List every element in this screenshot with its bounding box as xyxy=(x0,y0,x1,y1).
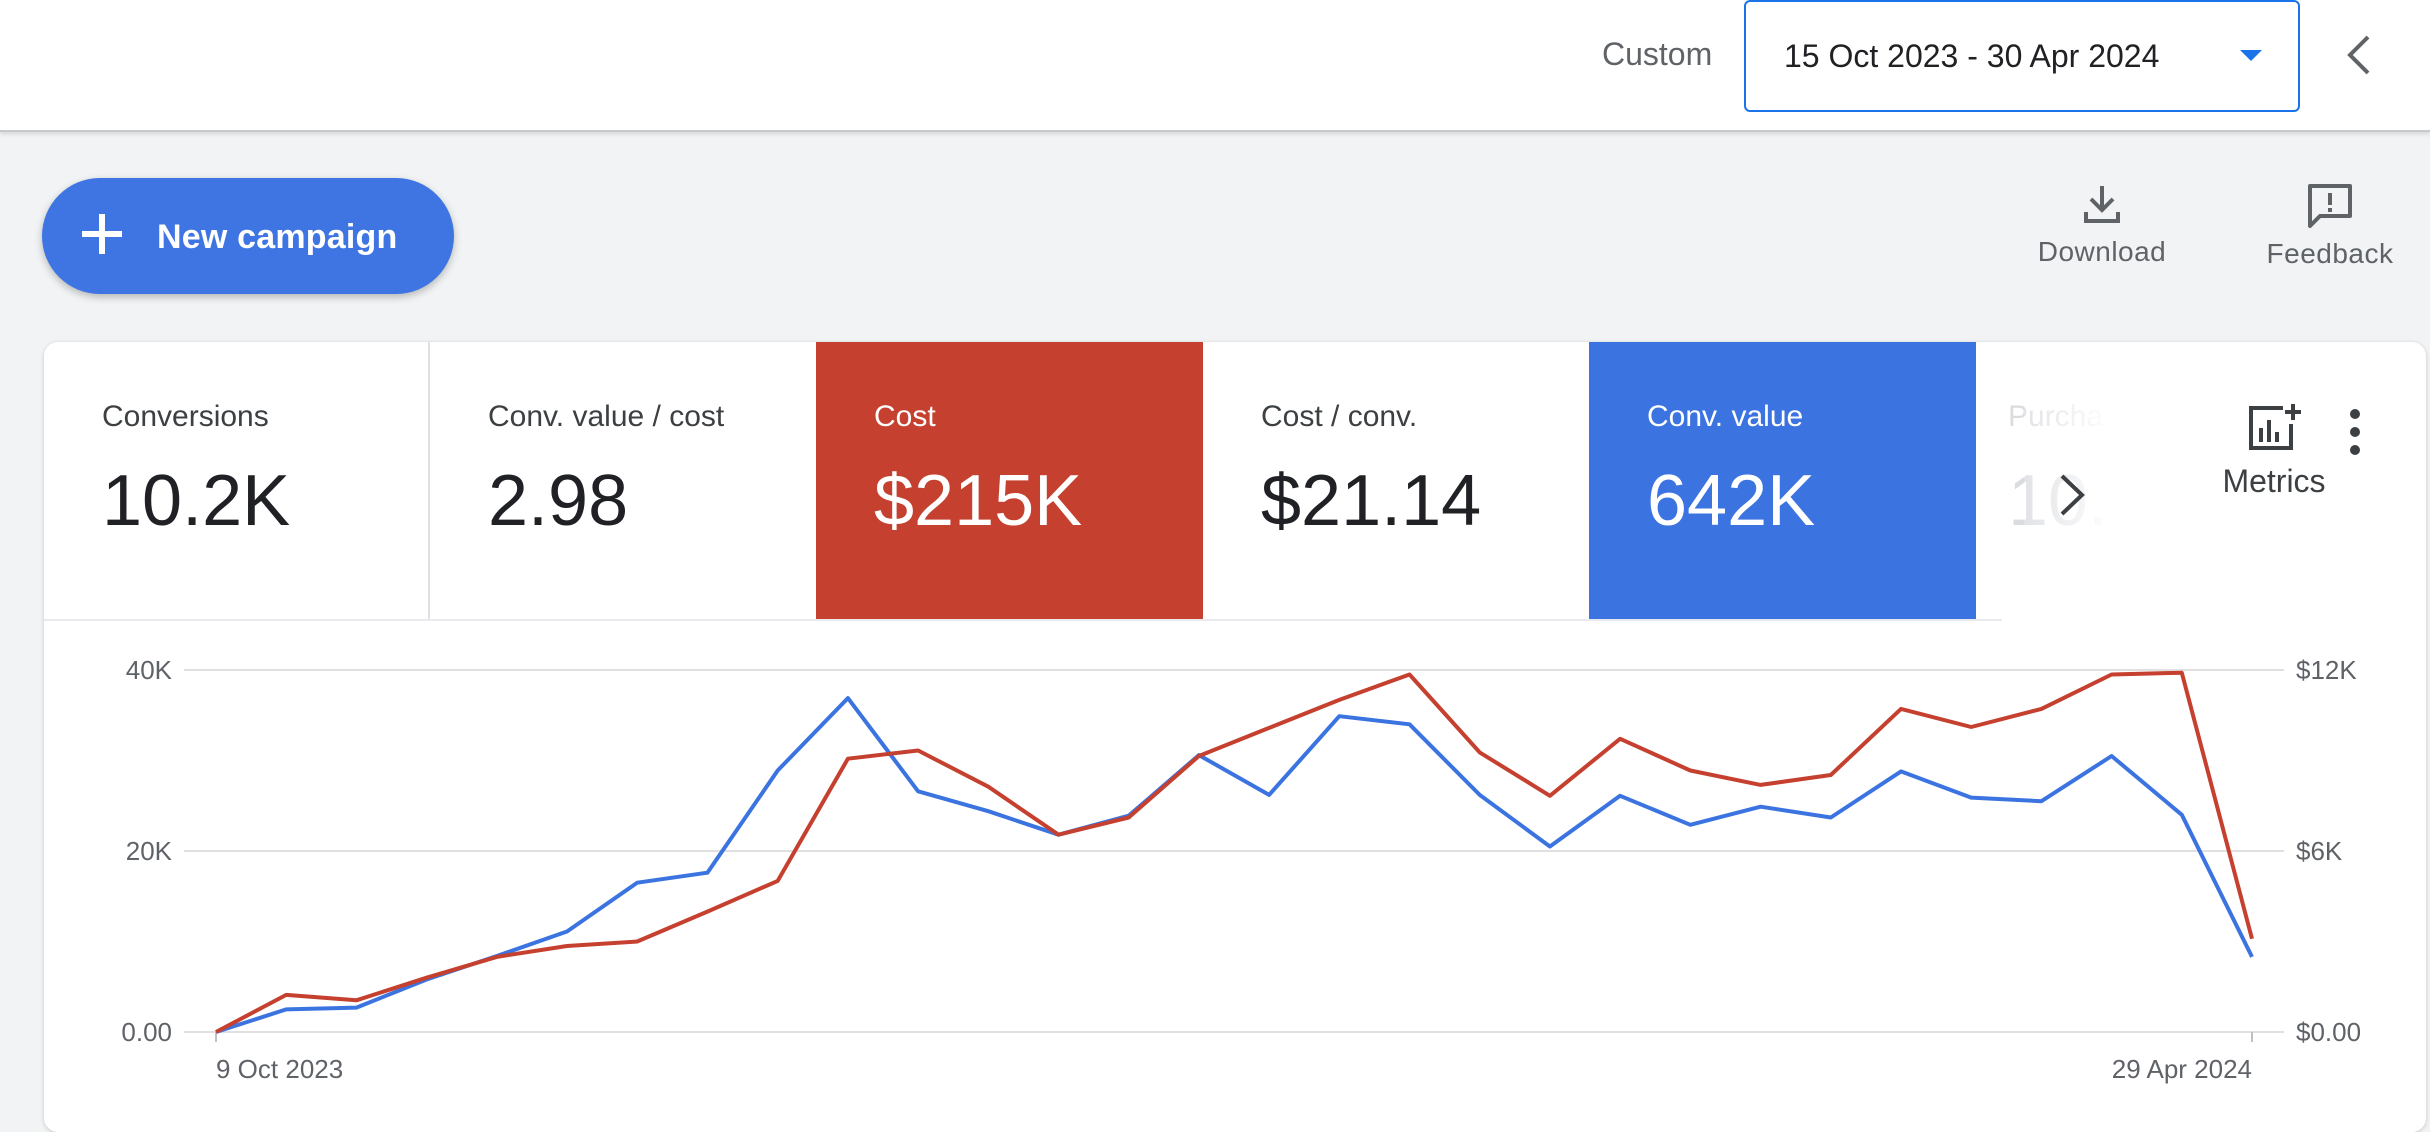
scorecard-conv-value-per-cost[interactable]: Conv. value / cost 2.98 xyxy=(430,342,817,620)
download-button[interactable]: Download xyxy=(2034,180,2170,268)
scorecards-divider xyxy=(44,619,2002,621)
y-left-tick-label: 40K xyxy=(126,655,173,685)
x-tick-label-start: 9 Oct 2023 xyxy=(216,1054,343,1084)
y-right-tick-label: $6K xyxy=(2296,836,2343,866)
series-line-cost xyxy=(215,670,2254,1034)
scorecard-conversions[interactable]: Conversions 10.2K xyxy=(44,342,431,620)
y-left-tick-label: 0.00 xyxy=(121,1017,172,1047)
performance-card: Conversions 10.2K Conv. value / cost 2.9… xyxy=(44,342,2426,1132)
scorecard-value: 642K xyxy=(1647,461,1816,541)
plus-icon xyxy=(82,214,122,254)
metrics-label: Metrics xyxy=(2222,463,2326,499)
x-tick-label-end: 29 Apr 2024 xyxy=(2112,1054,2252,1084)
chevron-left-icon[interactable] xyxy=(2334,22,2384,88)
scorecard-label: Conv. value xyxy=(1647,400,1804,433)
scroll-fade xyxy=(2024,342,2154,620)
date-range-selector[interactable]: 15 Oct 2023 - 30 Apr 2024 xyxy=(1744,0,2300,112)
y-right-tick-label: $12K xyxy=(2296,655,2357,685)
scorecard-value: $215K xyxy=(874,461,1083,541)
scorecard-label: Conv. value / cost xyxy=(488,400,725,433)
scorecard-value: $21.14 xyxy=(1261,461,1482,541)
download-icon xyxy=(2084,186,2120,223)
date-range-value: 15 Oct 2023 - 30 Apr 2024 xyxy=(1784,38,2160,74)
more-vert-icon[interactable] xyxy=(2330,404,2380,464)
scorecard-label: Conversions xyxy=(102,400,269,433)
dropdown-caret-icon xyxy=(2240,50,2262,61)
scorecard-value: 10.2K xyxy=(102,461,291,541)
download-label: Download xyxy=(2037,236,2167,267)
scorecard-conv-value[interactable]: Conv. value 642K xyxy=(1589,342,1976,620)
feedback-button[interactable]: Feedback xyxy=(2262,180,2398,270)
metrics-button[interactable]: Metrics xyxy=(2174,402,2374,500)
y-right-tick-label: $0.00 xyxy=(2296,1017,2361,1047)
scorecard-cost-per-conv[interactable]: Cost / conv. $21.14 xyxy=(1203,342,1590,620)
tile-divider xyxy=(428,342,430,620)
feedback-icon xyxy=(2308,184,2352,228)
performance-line-chart[interactable]: 0.00 20K 40K $0.00 $6K $12K 9 Oct 2023 29 Apr 2… xyxy=(44,620,2426,1132)
scorecard-label: Cost / conv. xyxy=(1261,400,1418,433)
date-range-type-label: Custom xyxy=(1602,36,1713,72)
new-campaign-button[interactable]: New campaign xyxy=(42,178,454,294)
scorecard-cost[interactable]: Cost $215K xyxy=(816,342,1203,620)
chevron-right-icon[interactable] xyxy=(2054,468,2090,522)
y-left-tick-label: 20K xyxy=(126,836,173,866)
scorecard-label: Cost xyxy=(874,400,936,433)
scorecard-value: 2.98 xyxy=(488,461,629,541)
feedback-label: Feedback xyxy=(2266,238,2394,269)
add-chart-icon xyxy=(2249,404,2301,450)
series-line-conv-value xyxy=(215,696,2254,1034)
new-campaign-label: New campaign xyxy=(157,218,398,256)
top-bar: Custom 15 Oct 2023 - 30 Apr 2024 xyxy=(0,0,2430,132)
